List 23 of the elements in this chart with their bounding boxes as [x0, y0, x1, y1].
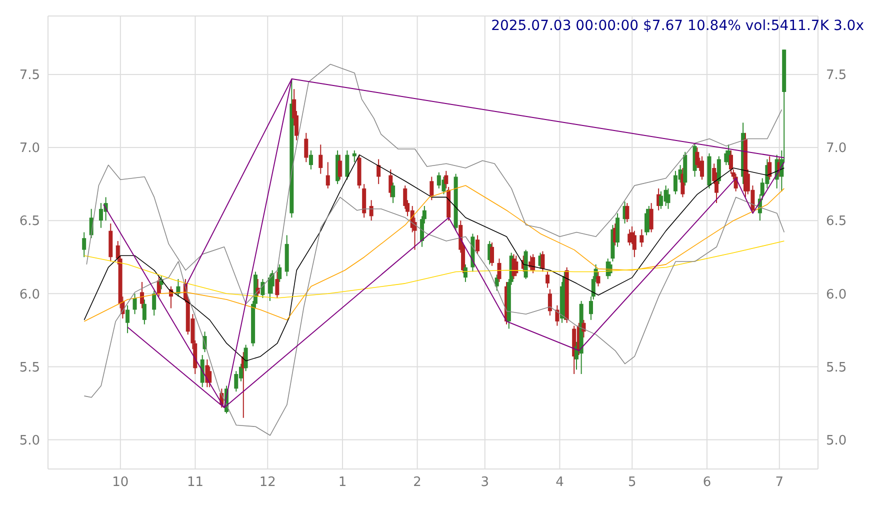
x-tick-label: 1 — [338, 475, 347, 490]
y-tick-label: 7.0 — [19, 141, 40, 156]
x-tick-label: 7 — [775, 475, 784, 490]
chart-title: 2025.07.03 00:00:00 $7.67 10.84% vol:5411.7K 3.0x — [491, 18, 864, 34]
y2-tick-label: 6.0 — [826, 287, 847, 302]
y2-tick-label: 5.5 — [826, 360, 847, 376]
y2-tick-label: 7.0 — [826, 141, 847, 156]
y2-tick-label: 7.5 — [826, 68, 847, 84]
x-tick-label: 10 — [112, 475, 129, 490]
x-tick-label: 12 — [259, 475, 276, 490]
x-tick-label: 3 — [480, 475, 490, 490]
x-tick-label: 4 — [556, 475, 564, 490]
y2-tick-label: 6.5 — [826, 214, 847, 230]
y-tick-label: 5.5 — [19, 360, 40, 376]
x-tick-label: 5 — [628, 475, 636, 490]
y-tick-label: 5.0 — [19, 433, 40, 448]
x-tick-label: 2 — [413, 475, 422, 490]
y-tick-label: 6.5 — [19, 214, 40, 230]
y2-tick-label: 5.0 — [826, 433, 847, 448]
y-tick-label: 6.0 — [19, 287, 40, 302]
x-tick-label: 11 — [186, 475, 204, 490]
y-tick-label: 7.5 — [19, 68, 40, 84]
x-tick-label: 6 — [702, 475, 712, 490]
